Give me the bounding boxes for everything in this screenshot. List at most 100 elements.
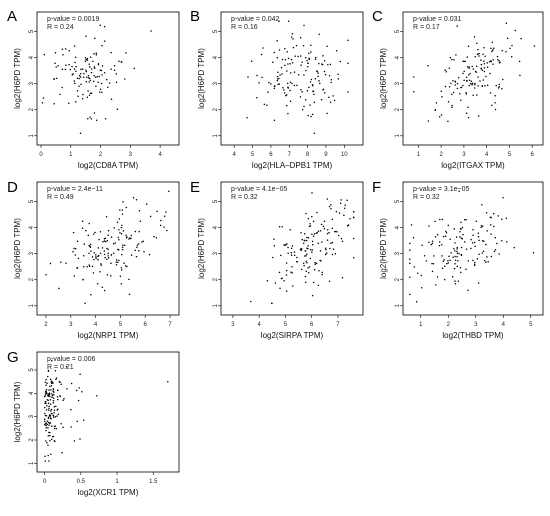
scatter-point <box>492 63 494 65</box>
scatter-point <box>317 242 319 244</box>
scatter-point <box>448 255 450 258</box>
scatter-point <box>93 252 96 254</box>
scatter-point <box>303 24 305 27</box>
scatter-point <box>84 60 87 62</box>
scatter-point <box>115 81 118 84</box>
plot-frame <box>36 351 180 473</box>
scatter-point <box>447 224 450 227</box>
scatter-point <box>100 69 103 72</box>
scatter-point <box>49 395 51 398</box>
scatter-point <box>301 238 303 241</box>
scatter-point <box>77 399 80 402</box>
x-axis-label: log2(THBD TPM) <box>442 331 504 340</box>
scatter-point <box>290 58 293 61</box>
scatter-point <box>81 68 84 70</box>
scatter-point <box>73 275 76 277</box>
scatter-point <box>331 218 334 220</box>
scatter-point <box>474 245 476 247</box>
scatter-point <box>497 87 500 89</box>
scatter-point <box>482 79 485 81</box>
scatter-point <box>50 453 52 455</box>
scatter-point <box>309 104 311 106</box>
scatter-point <box>138 230 140 233</box>
scatter-point <box>474 55 477 58</box>
scatter-point <box>468 67 470 69</box>
scatter-point <box>352 216 355 219</box>
scatter-point <box>167 380 169 383</box>
scatter-point <box>65 64 67 66</box>
scatter-point <box>308 86 310 88</box>
scatter-point <box>99 88 102 90</box>
scatter-point <box>45 422 47 424</box>
scatter-point <box>46 420 49 422</box>
scatter-point <box>463 79 465 81</box>
scatter-point <box>110 253 113 256</box>
scatter-point <box>88 222 90 225</box>
scatter-point <box>261 76 263 79</box>
scatter-point <box>494 249 497 251</box>
scatter-point <box>128 293 131 296</box>
scatter-point <box>297 55 299 58</box>
x-tick-label: 4 <box>485 152 489 158</box>
scatter-point <box>115 264 118 266</box>
plot-frame <box>220 181 364 316</box>
scatter-point <box>106 247 108 250</box>
scatter-point <box>142 240 145 242</box>
scatter-point <box>293 71 296 73</box>
scatter-point <box>322 55 324 57</box>
scatter-point <box>304 250 307 252</box>
scatter-point <box>61 451 63 454</box>
scatter-point <box>431 262 433 265</box>
scatter-point <box>107 257 110 259</box>
scatter-point <box>506 241 508 243</box>
scatter-point <box>92 272 95 274</box>
scatter-point <box>438 244 441 247</box>
pvalue-text: p-value = 3.1e−05 <box>413 186 470 193</box>
scatter-point <box>452 91 455 94</box>
scatter-point <box>474 70 477 73</box>
scatter-point <box>47 402 50 404</box>
scatter-point <box>287 57 290 60</box>
scatter-point <box>61 48 64 50</box>
scatter-point <box>47 395 49 397</box>
scatter-point <box>79 132 82 134</box>
scatter-point <box>304 275 307 278</box>
scatter-point <box>107 234 109 236</box>
scatter-point <box>300 64 302 66</box>
scatter-point <box>440 243 443 246</box>
scatter-point <box>289 229 291 231</box>
scatter-point <box>101 74 103 76</box>
scatter-point <box>90 92 93 94</box>
scatter-point <box>130 237 132 240</box>
x-tick-label: 4 <box>158 152 162 158</box>
scatter-point <box>120 282 123 285</box>
scatter-point <box>103 289 106 292</box>
x-axis-label: log2(ITGAX TPM) <box>441 161 505 170</box>
scatter-point <box>297 74 300 76</box>
scatter-point <box>54 62 56 65</box>
scatter-point <box>459 230 461 233</box>
scatter-point <box>347 224 350 226</box>
scatter-point <box>441 218 444 221</box>
x-tick-label: 3 <box>462 152 466 158</box>
scatter-point <box>54 425 56 427</box>
scatter-point <box>321 241 323 243</box>
scatter-point <box>73 440 76 442</box>
scatter-point <box>49 398 52 401</box>
scatter-point <box>290 36 293 38</box>
scatter-point <box>273 244 276 247</box>
scatter-point <box>122 201 124 203</box>
scatter-point <box>519 74 521 77</box>
scatter-point <box>110 51 112 54</box>
scatter-point <box>319 250 322 252</box>
scatter-point <box>278 77 280 80</box>
scatter-point <box>453 248 455 250</box>
scatter-point <box>286 82 289 85</box>
scatter-point <box>49 378 52 380</box>
scatter-point <box>479 80 481 82</box>
scatter-point <box>495 84 497 87</box>
scatter-point <box>76 77 79 79</box>
scatter-point <box>47 444 49 447</box>
scatter-point <box>471 82 474 85</box>
scatter-point <box>327 64 329 66</box>
